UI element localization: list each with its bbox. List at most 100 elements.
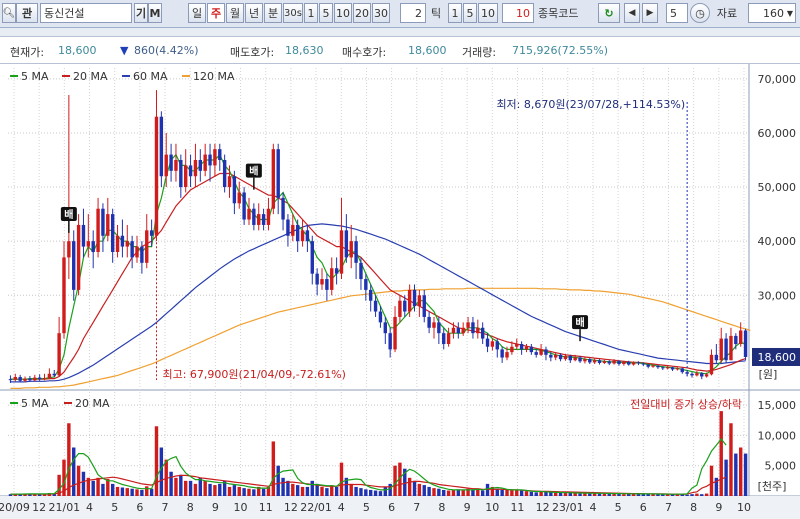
interval-10-button[interactable]: 10 (334, 3, 352, 23)
volume-bar (495, 488, 499, 496)
volume-ma5-line (10, 438, 727, 495)
stock-code-button[interactable]: 관 (16, 3, 38, 23)
volume-bar (203, 480, 207, 496)
interval-5-button[interactable]: 5 (319, 3, 333, 23)
current-price-label: 현재가: (10, 46, 45, 59)
candle-body (110, 214, 115, 252)
volume-bar (612, 493, 616, 496)
gi-button[interactable]: 기 (134, 3, 148, 23)
tick-10-button[interactable]: 10 (478, 3, 498, 23)
candle-body (42, 378, 47, 380)
volume-bar (286, 480, 290, 496)
candle-body (310, 241, 314, 274)
current-price-box (752, 347, 800, 366)
arrow-right-icon[interactable]: ▶ (642, 3, 658, 23)
candle-body (208, 154, 212, 166)
interval-20-button[interactable]: 20 (353, 3, 371, 23)
candle-body (500, 349, 504, 358)
volume-bar (578, 493, 582, 496)
date-tick-label: 8 (438, 501, 445, 514)
candle-body (670, 367, 675, 370)
volume-bar (738, 447, 743, 496)
volume-bar (188, 480, 193, 496)
chart-annotations: 최고: 67,900원(21/04/09,-72.61%) 최저: 8,670원(… (60, 90, 688, 381)
volume-bar (539, 491, 543, 496)
candle-body (8, 379, 13, 381)
data-count-select[interactable]: 160 ▼ (748, 3, 796, 23)
period-minute-button[interactable]: 분 (264, 3, 282, 23)
volume-bar (52, 493, 56, 496)
candle-body (393, 316, 397, 350)
period-month-button[interactable]: 월 (226, 3, 244, 23)
candle-body (602, 361, 607, 363)
bid-price-label: 매수호가: (342, 46, 387, 59)
tick-count-field[interactable]: 2 (400, 3, 426, 23)
candle-body (568, 355, 573, 361)
date-tick-label: 10 (485, 501, 499, 514)
candle-body (135, 246, 139, 258)
stock-chart[interactable]: 5 MA 20 MA 60 MA 120 MA 70,000 60,000 50,000 4… (0, 64, 800, 519)
candle-body (145, 230, 149, 263)
candle-body (101, 208, 105, 236)
candle-body (588, 359, 592, 363)
candle-body (709, 354, 714, 375)
period-year-button[interactable]: 년 (245, 3, 263, 23)
signal-marker-label: 배 (575, 316, 584, 329)
interval-30-button[interactable]: 30 (372, 3, 390, 23)
arrow-left-icon[interactable]: ◀ (624, 3, 640, 23)
volume-bar (476, 489, 480, 496)
candle-body (120, 235, 125, 247)
candle-body (76, 224, 81, 290)
step-field[interactable]: 5 (666, 3, 688, 23)
volume-bar (334, 486, 339, 496)
tick-value-field[interactable]: 10 (502, 3, 534, 23)
period-day-button[interactable]: 일 (188, 3, 206, 23)
volume-bar (403, 468, 407, 496)
m-button[interactable]: M (148, 3, 162, 23)
candle-body (524, 346, 529, 350)
clock-icon[interactable]: ◷ (690, 3, 710, 23)
candle-body (125, 241, 129, 247)
down-triangle-icon: ▼ (120, 44, 129, 57)
search-icon[interactable]: 🔍︎ (2, 3, 16, 23)
candle-body (417, 295, 422, 307)
date-tick-label: 7 (162, 501, 169, 514)
volume-bar (700, 494, 704, 496)
candle-body (261, 214, 266, 225)
candle-body (597, 360, 602, 363)
interval-1-button[interactable]: 1 (304, 3, 318, 23)
volume-bar (330, 485, 334, 496)
tick-5-button[interactable]: 5 (463, 3, 477, 23)
candle-body (291, 224, 295, 236)
refresh-icon[interactable]: ↻ (598, 3, 620, 23)
volume-bar (232, 485, 237, 496)
volume-bar (656, 493, 660, 496)
candle-body (373, 300, 378, 312)
volume-bar (198, 477, 203, 496)
candle-body (719, 338, 723, 361)
candle-body (519, 344, 524, 350)
candle-body (505, 352, 509, 358)
candle-body (81, 224, 86, 247)
period-30s-button[interactable]: 30s (283, 3, 303, 23)
volume-bar (690, 494, 694, 496)
period-week-button[interactable]: 주 (207, 3, 225, 23)
volume-bar (500, 489, 504, 496)
volume-bar (159, 447, 164, 496)
price-tick-label: 50,000 (758, 181, 797, 194)
stock-name-field[interactable]: 동신건설 (40, 3, 132, 23)
ma60-line (10, 223, 746, 383)
candlestick-series (8, 90, 748, 383)
candle-body (656, 365, 660, 368)
candle-body (300, 230, 305, 242)
ask-price-value: 18,630 (285, 44, 324, 57)
volume-bar (553, 492, 558, 496)
volume-bar (339, 462, 344, 496)
date-tick-label: 21/01 (48, 501, 80, 514)
candle-body (354, 241, 358, 263)
tick-1-button[interactable]: 1 (448, 3, 462, 23)
volume-bar (651, 494, 655, 496)
candle-body (485, 338, 490, 347)
volume-legend: 5 MA 20 MA 전일대비 증가 상승/하락 (10, 397, 742, 411)
price-unit-label: [원] (759, 368, 778, 381)
